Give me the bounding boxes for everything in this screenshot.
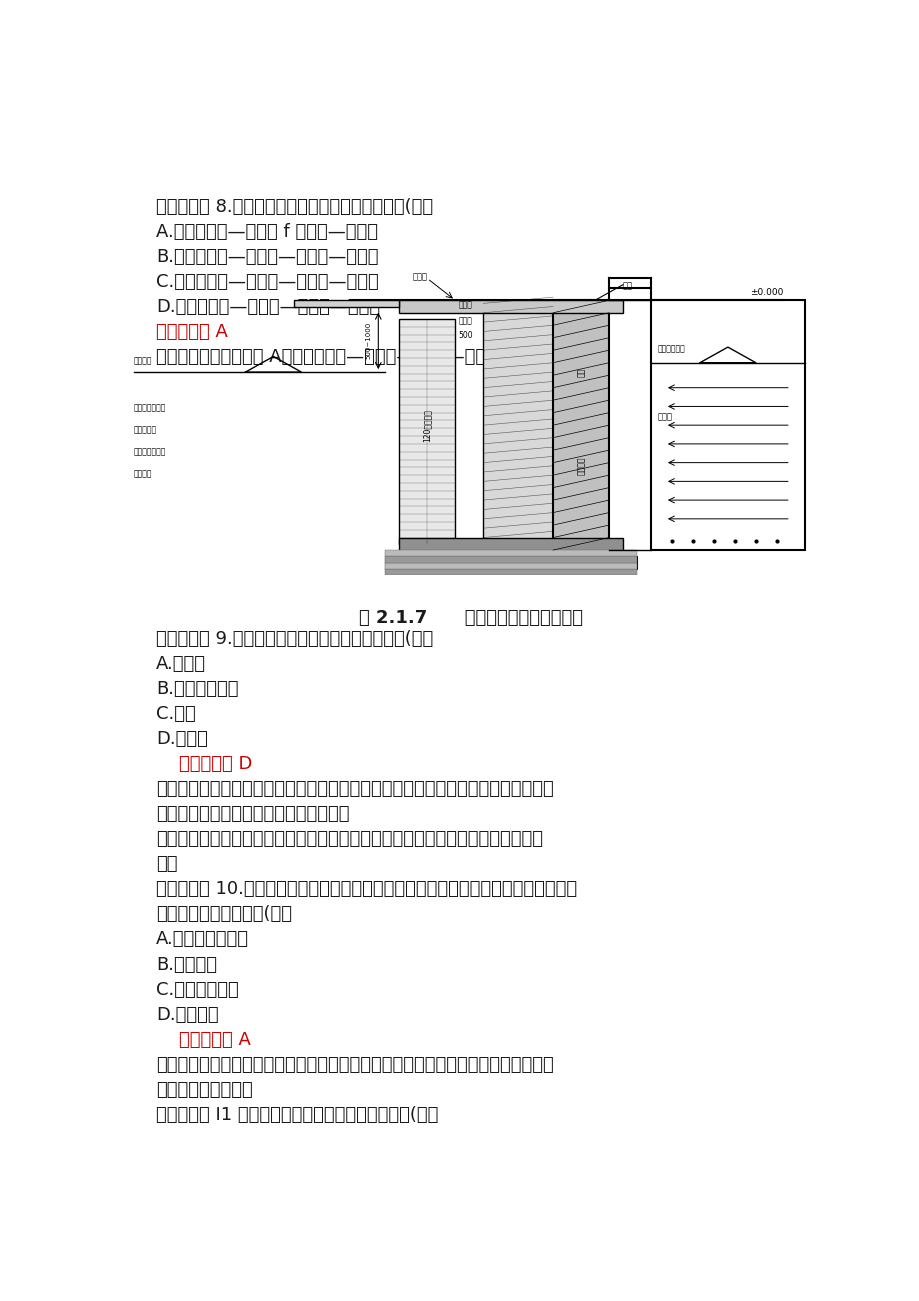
Bar (399, 319, 455, 544)
Text: 参考解析：外墙外保温是指在建筑物外墙的外表面上设置保温层。其构造由外墙、保: 参考解析：外墙外保温是指在建筑物外墙的外表面上设置保温层。其构造由外墙、保 (156, 781, 553, 799)
Text: ［单选题］ I1 檐沟外侧高于屋面结构板时，应设置(）。: ［单选题］ I1 檐沟外侧高于屋面结构板时，应设置(）。 (156, 1106, 438, 1124)
Bar (385, 557, 636, 569)
Text: ［单选题］ 8.地下室卷材外防水做法顺序正确的是(）。: ［单选题］ 8.地下室卷材外防水做法顺序正确的是(）。 (156, 198, 433, 216)
Text: 水泥砂浆找平层: 水泥砂浆找平层 (133, 403, 165, 412)
Text: 水泥砂浆保护层: 水泥砂浆保护层 (133, 448, 165, 457)
Text: B.叠合楼板: B.叠合楼板 (156, 955, 217, 973)
Text: 外墙内保温构造由主体结构与保温结构两部分组成，保温结构由保温板和空气层组: 外墙内保温构造由主体结构与保温结构两部分组成，保温结构由保温板和空气层组 (156, 830, 543, 848)
Text: 参考解析：密助填充块楼板底面平整，隔声效果好，能充分利用不同材料的性能，节: 参考解析：密助填充块楼板底面平整，隔声效果好，能充分利用不同材料的性能，节 (156, 1055, 553, 1073)
Text: 500~1000: 500~1000 (365, 323, 371, 359)
Text: 滤水层: 滤水层 (459, 301, 472, 310)
Text: 防潮层: 防潮层 (413, 272, 427, 281)
Text: 参考答案： D: 参考答案： D (179, 755, 253, 773)
Text: 约模板且整体性好。: 约模板且整体性好。 (156, 1081, 253, 1099)
Bar (482, 301, 552, 544)
Text: 120砖保护墙: 120砖保护墙 (423, 409, 431, 441)
Text: 有压水: 有压水 (657, 412, 673, 422)
Bar (294, 301, 399, 307)
Text: 温层、保温层的固定和面层等部分组成。: 温层、保温层的固定和面层等部分组成。 (156, 805, 349, 824)
Bar (385, 562, 636, 569)
Text: A.地下室外墙—防水层 f 保护墙—隔水层: A.地下室外墙—防水层 f 保护墙—隔水层 (156, 224, 378, 241)
Text: 抹灰: 抹灰 (622, 281, 632, 290)
Text: B.保温层的固定: B.保温层的固定 (156, 680, 239, 699)
Text: ±0.000: ±0.000 (750, 288, 783, 297)
Text: 隔水层: 隔水层 (459, 316, 472, 325)
Text: A.保温层: A.保温层 (156, 654, 206, 673)
Text: 参考解析：正确顺序是 A：地下室外墙—防水层—保护墙—隔水层。: 参考解析：正确顺序是 A：地下室外墙—防水层—保护墙—隔水层。 (156, 349, 507, 367)
Text: 油毡防水层: 油毡防水层 (133, 425, 156, 435)
Text: 图 2.1.7      地下室卷材防水层示意图: 图 2.1.7 地下室卷材防水层示意图 (359, 609, 583, 627)
Text: 整体性好的楼板类型是(）。: 整体性好的楼板类型是(）。 (156, 905, 292, 924)
Bar (651, 301, 804, 550)
Text: ［单选题］ 9.下列不属于外墙外保温构造组成的是(）。: ［单选题］ 9.下列不属于外墙外保温构造组成的是(）。 (156, 630, 433, 648)
Text: 干铺: 干铺 (576, 367, 584, 377)
Text: 砖保护墙: 砖保护墙 (133, 468, 152, 477)
Text: 500: 500 (459, 332, 472, 341)
Text: D.地下室外墙—保护墙—隔水层—防水层: D.地下室外墙—保护墙—隔水层—防水层 (156, 298, 380, 316)
Bar (399, 301, 622, 312)
Text: C.井字形助楼板: C.井字形助楼板 (156, 981, 239, 999)
Bar (385, 569, 636, 575)
Bar (385, 550, 636, 557)
Text: 油毡一层: 油毡一层 (576, 457, 584, 475)
Text: ［单选题］ 10.具有底面平整，隔声效果好，能充分利用不同材料的性能，节约模板且: ［单选题］ 10.具有底面平整，隔声效果好，能充分利用不同材料的性能，节约模板且 (156, 881, 577, 899)
Text: 参考答案： A: 参考答案： A (156, 324, 228, 341)
Bar (385, 557, 636, 562)
Bar (399, 537, 622, 557)
Text: D.空气层: D.空气层 (156, 730, 208, 748)
Text: 成。: 成。 (156, 855, 177, 873)
Bar (552, 301, 608, 550)
Text: 参考答案： A: 参考答案： A (179, 1030, 251, 1049)
Text: 最高水位: 最高水位 (133, 356, 152, 366)
Text: C.地下室外墙—防水层—隔水层—保护墙: C.地下室外墙—防水层—隔水层—保护墙 (156, 273, 379, 291)
Text: 设计最高水位: 设计最高水位 (657, 345, 685, 354)
Text: A.密助填充块楼板: A.密助填充块楼板 (156, 930, 249, 948)
Text: D.无梁楼板: D.无梁楼板 (156, 1006, 219, 1024)
Text: C.面层: C.面层 (156, 705, 196, 723)
Text: B.地下室外墙—保护墙—防水层—隔水层: B.地下室外墙—保护墙—防水层—隔水层 (156, 248, 379, 267)
